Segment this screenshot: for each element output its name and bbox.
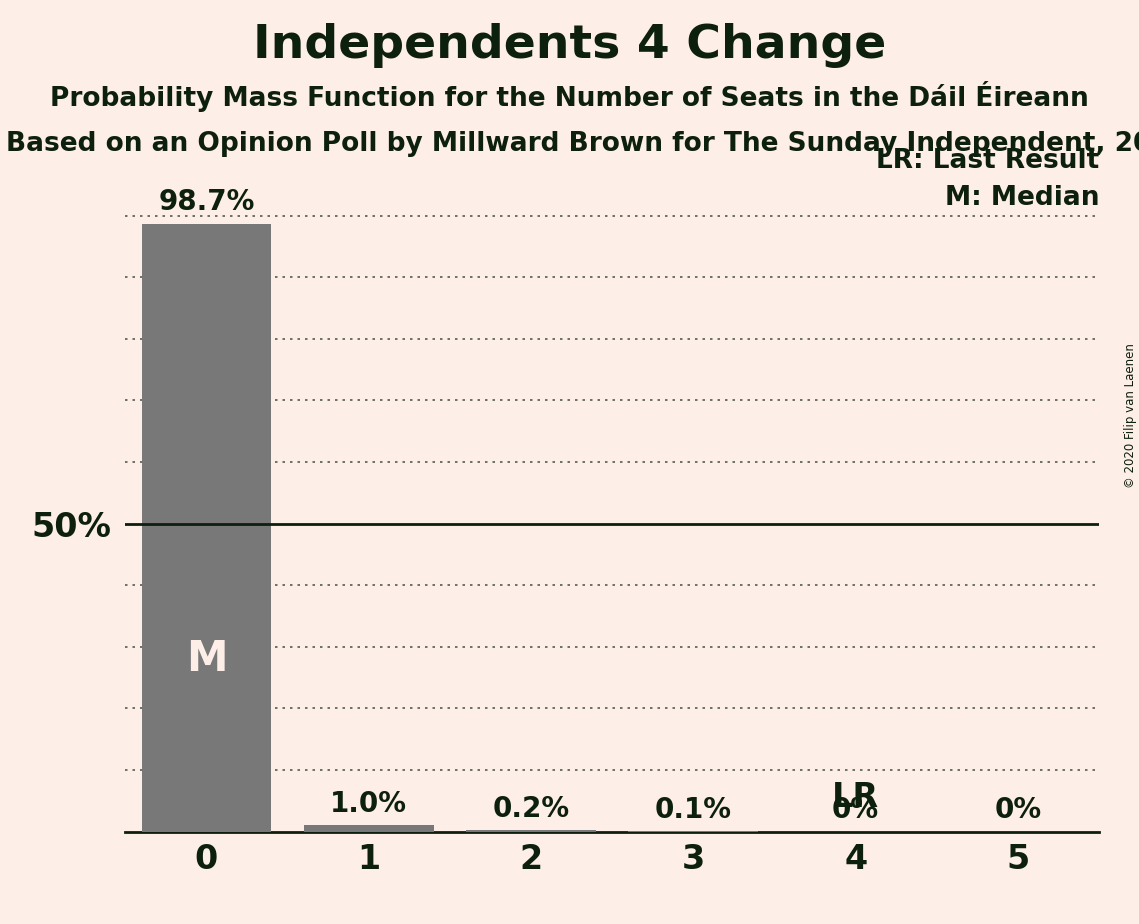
Text: M: M	[186, 638, 227, 680]
Text: 0.1%: 0.1%	[655, 796, 732, 823]
Text: M: Median: M: Median	[944, 185, 1099, 211]
Text: Based on an Opinion Poll by Millward Brown for The Sunday Independent, 20 Octobe: Based on an Opinion Poll by Millward Bro…	[6, 131, 1139, 157]
Text: 0%: 0%	[994, 796, 1041, 824]
Text: 1.0%: 1.0%	[330, 790, 408, 818]
Text: 0%: 0%	[833, 796, 879, 824]
Text: LR: LR	[833, 781, 879, 814]
Bar	[304, 825, 434, 832]
Text: Independents 4 Change: Independents 4 Change	[253, 23, 886, 68]
Text: 0.2%: 0.2%	[492, 795, 570, 823]
Text: LR: Last Result: LR: Last Result	[876, 148, 1099, 174]
Text: © 2020 Filip van Laenen: © 2020 Filip van Laenen	[1124, 344, 1137, 488]
Bar	[466, 831, 596, 832]
Text: Probability Mass Function for the Number of Seats in the Dáil Éireann: Probability Mass Function for the Number…	[50, 81, 1089, 113]
Text: 98.7%: 98.7%	[158, 188, 255, 216]
Bar	[141, 224, 271, 832]
